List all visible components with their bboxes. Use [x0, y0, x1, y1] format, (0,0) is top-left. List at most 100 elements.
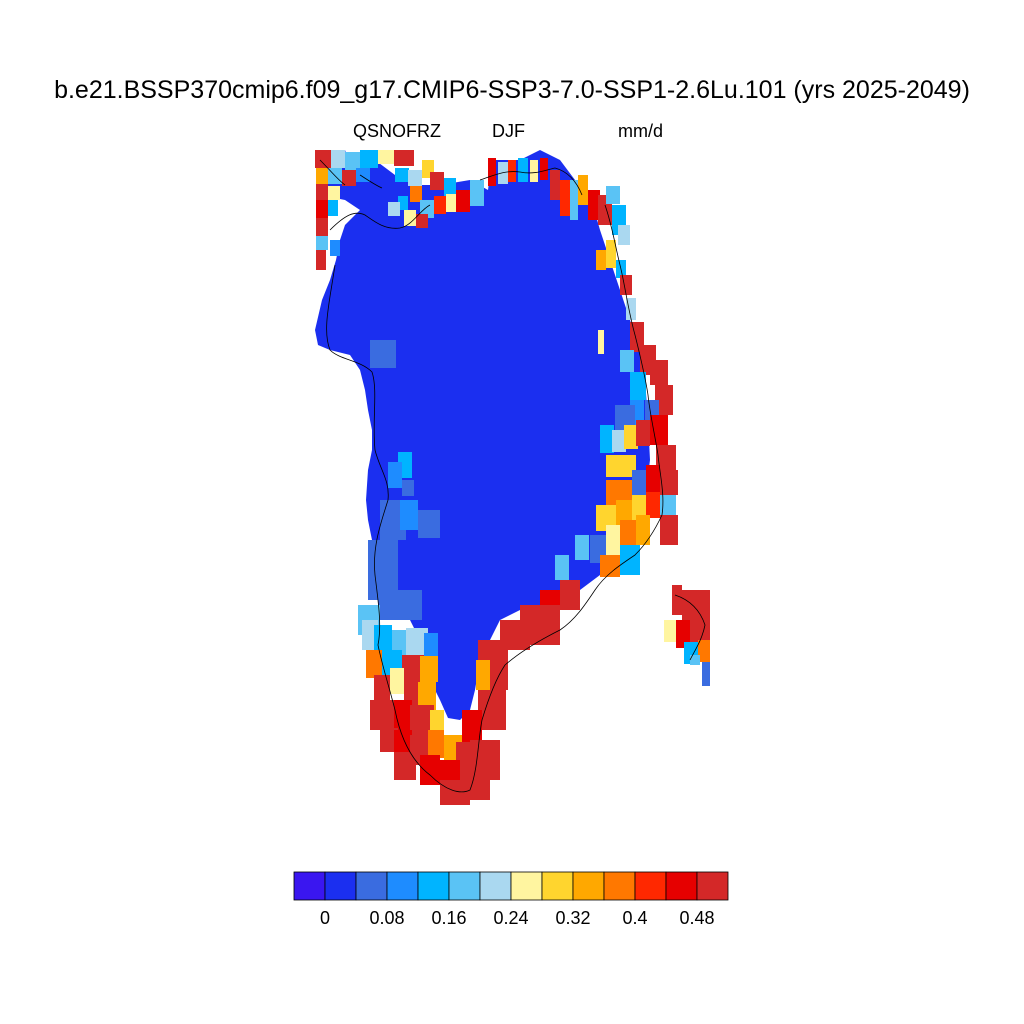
map-cell	[390, 668, 404, 694]
map-cell	[430, 710, 444, 735]
map-cell	[406, 628, 428, 658]
map-cell	[356, 168, 370, 182]
map-cell	[600, 425, 614, 453]
map-cell	[575, 535, 589, 560]
map-cell	[446, 194, 458, 212]
colorbar-boxes	[293, 871, 729, 901]
map-cell	[394, 752, 416, 780]
colorbar-box	[510, 871, 543, 901]
map-cell	[394, 700, 412, 730]
map-cell	[420, 755, 440, 785]
map-cell	[316, 168, 328, 184]
map-cell	[698, 640, 710, 662]
units-label: mm/d	[618, 121, 663, 141]
map-cell	[660, 515, 678, 545]
map-cell	[460, 770, 490, 800]
map-cell	[476, 660, 490, 690]
map-cell	[378, 590, 422, 620]
colorbar-box	[696, 871, 729, 901]
map-cell	[416, 214, 428, 228]
map-cell	[402, 480, 414, 496]
colorbar-tick-label: 0.16	[431, 908, 466, 928]
map-cell	[596, 505, 616, 531]
coastline-segment	[479, 167, 583, 196]
colorbar-tick-label: 0.32	[555, 908, 590, 928]
plot-title: b.e21.BSSP370cmip6.f09_g17.CMIP6-SSP3-7.…	[54, 76, 970, 104]
map-cells	[315, 150, 710, 805]
map-cell	[404, 210, 416, 226]
map-cell	[444, 178, 456, 196]
map-cell	[316, 184, 328, 200]
map-cell	[615, 405, 635, 430]
colorbar-box	[448, 871, 481, 901]
season-label: DJF	[492, 121, 525, 141]
map-cell	[360, 150, 378, 168]
map-cell	[606, 240, 616, 268]
coastline-segment	[329, 204, 431, 231]
map-cell	[540, 158, 548, 180]
map-cell	[330, 240, 340, 256]
map-cell	[428, 730, 444, 758]
colorbar-labels: 0 0.08 0.16 0.24 0.32 0.4 0.48	[320, 908, 715, 928]
colorbar-box	[417, 871, 450, 901]
map-cell	[402, 655, 424, 683]
map-cell	[620, 350, 634, 372]
map-cell	[374, 675, 390, 705]
map-cell	[656, 445, 676, 470]
map-cell	[315, 150, 331, 168]
map-cell	[598, 330, 604, 354]
map-cell	[395, 168, 409, 182]
colorbar-box	[355, 871, 388, 901]
map-cell	[488, 158, 496, 186]
map-cell	[672, 585, 682, 615]
map-cell	[616, 500, 632, 526]
map-cell	[392, 630, 410, 656]
map-cell	[420, 656, 438, 682]
colorbar-box	[386, 871, 419, 901]
colorbar-tick-label: 0.24	[493, 908, 528, 928]
map-cell	[560, 580, 580, 610]
map-cell	[650, 415, 668, 445]
map-cell	[418, 510, 440, 538]
colorbar-tick-label: 0.48	[679, 908, 714, 928]
colorbar-box	[324, 871, 357, 901]
colorbar-tick-label: 0	[320, 908, 330, 928]
map-cell	[636, 515, 650, 545]
map-cell	[328, 200, 338, 216]
map-cell	[630, 372, 646, 400]
map-cell	[606, 455, 636, 477]
variable-label: QSNOFRZ	[353, 121, 441, 141]
map-cell	[345, 152, 360, 170]
map-cell	[470, 180, 484, 206]
map-cell	[434, 196, 446, 214]
map-cell	[620, 520, 636, 546]
colorbar-box	[293, 871, 326, 901]
map-cell	[588, 190, 600, 220]
map-cell	[632, 470, 646, 496]
map-cell	[508, 160, 516, 182]
map-cell	[394, 150, 414, 166]
map-cell	[550, 170, 560, 200]
map-cell	[702, 662, 710, 686]
map-cell	[612, 430, 626, 452]
map-cell	[578, 175, 588, 205]
colorbar-box	[665, 871, 698, 901]
coastline	[319, 159, 706, 793]
map-cell	[398, 196, 408, 210]
map-cell	[316, 218, 328, 236]
map-cell	[655, 385, 673, 415]
map-cell	[636, 420, 650, 446]
map-cell	[596, 250, 606, 270]
map-cell	[650, 360, 668, 385]
map-cell	[342, 170, 356, 186]
map-cell	[408, 170, 422, 186]
map-cell	[606, 186, 620, 204]
coastline-segment	[674, 594, 706, 661]
map-cell	[632, 495, 646, 520]
map-cell	[660, 470, 678, 495]
map-cell	[316, 200, 328, 218]
map-cell	[331, 150, 345, 168]
colorbar-box	[479, 871, 512, 901]
